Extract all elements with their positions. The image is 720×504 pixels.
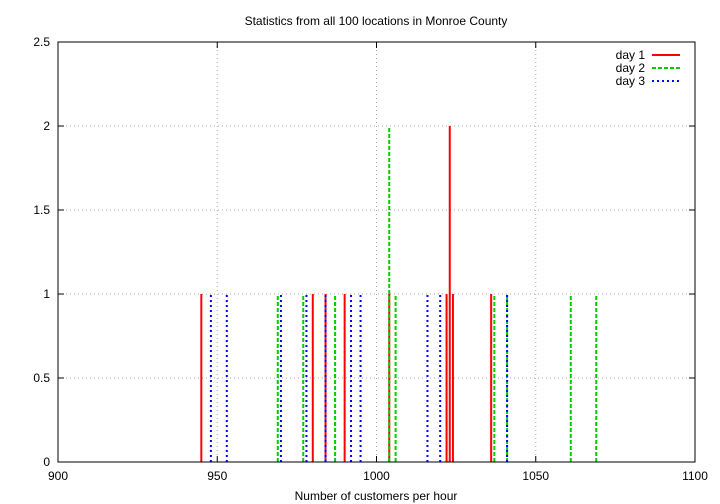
chart-title: Statistics from all 100 locations in Mon… bbox=[245, 14, 508, 28]
x-axis-label: Number of customers per hour bbox=[295, 489, 458, 503]
legend-label: day 2 bbox=[616, 61, 646, 75]
axis-ticks: 900 950 1000 1050 1100 0 0.5 1 1.5 2 2.5 bbox=[33, 35, 708, 483]
legend-label: day 1 bbox=[616, 48, 646, 62]
y-tick-label: 1.5 bbox=[33, 203, 50, 217]
x-tick-label: 1100 bbox=[682, 469, 708, 483]
plot-frame bbox=[57, 41, 696, 463]
y-tick-label: 0.5 bbox=[33, 371, 50, 385]
y-tick-label: 0 bbox=[43, 455, 50, 469]
x-tick-label: 950 bbox=[207, 469, 227, 483]
y-tick-label: 2 bbox=[43, 119, 50, 133]
x-tick-label: 1050 bbox=[522, 469, 549, 483]
x-tick-label: 1000 bbox=[363, 469, 390, 483]
grid bbox=[58, 42, 695, 462]
x-tick-label: 900 bbox=[48, 469, 68, 483]
y-tick-label: 1 bbox=[43, 287, 50, 301]
impulses bbox=[200, 126, 598, 462]
y-tick-label: 2.5 bbox=[33, 35, 50, 49]
legend-label: day 3 bbox=[616, 74, 646, 88]
